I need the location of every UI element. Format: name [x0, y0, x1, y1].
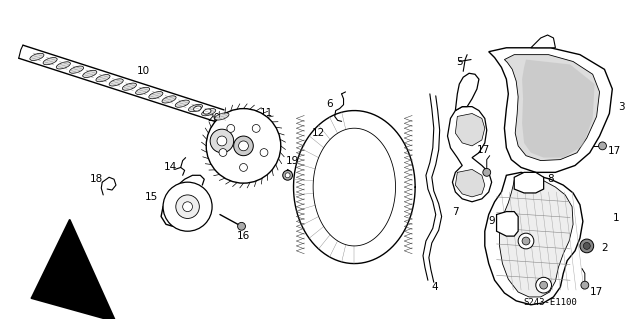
Text: 19: 19: [286, 156, 299, 166]
Text: 11: 11: [259, 108, 273, 118]
Text: 20: 20: [207, 113, 221, 123]
Text: 2: 2: [601, 243, 608, 253]
Circle shape: [580, 239, 594, 253]
Polygon shape: [313, 128, 396, 246]
Text: 18: 18: [90, 174, 103, 184]
Circle shape: [239, 141, 248, 151]
Text: S243-E1100: S243-E1100: [524, 298, 577, 307]
Ellipse shape: [136, 87, 150, 94]
Circle shape: [176, 195, 199, 219]
Circle shape: [182, 202, 193, 211]
Polygon shape: [514, 172, 543, 193]
Circle shape: [163, 182, 212, 231]
Ellipse shape: [109, 79, 124, 86]
Text: FR.: FR.: [60, 282, 81, 292]
Circle shape: [522, 237, 530, 245]
Polygon shape: [522, 60, 595, 158]
Text: 17: 17: [607, 146, 621, 156]
Circle shape: [581, 281, 589, 289]
Ellipse shape: [122, 83, 136, 90]
Text: 5: 5: [456, 56, 463, 66]
Ellipse shape: [83, 70, 97, 78]
Text: 8: 8: [547, 174, 554, 184]
Text: 1: 1: [613, 213, 620, 223]
Polygon shape: [489, 48, 612, 172]
Circle shape: [206, 108, 281, 183]
Circle shape: [219, 149, 227, 156]
Text: 17: 17: [477, 145, 490, 155]
Ellipse shape: [175, 100, 189, 107]
Circle shape: [584, 242, 590, 249]
Ellipse shape: [43, 57, 57, 65]
Ellipse shape: [193, 106, 201, 111]
Ellipse shape: [215, 113, 229, 120]
Circle shape: [536, 277, 552, 293]
Text: 15: 15: [145, 192, 158, 202]
Circle shape: [217, 136, 227, 146]
Ellipse shape: [204, 109, 211, 114]
Polygon shape: [456, 73, 479, 111]
Circle shape: [239, 164, 248, 171]
Text: 3: 3: [618, 102, 625, 112]
Circle shape: [227, 124, 235, 132]
Circle shape: [237, 222, 246, 230]
Ellipse shape: [202, 108, 216, 116]
Text: 12: 12: [312, 128, 324, 138]
Circle shape: [283, 170, 292, 180]
Circle shape: [483, 168, 491, 176]
Circle shape: [260, 149, 268, 156]
Text: 7: 7: [452, 207, 459, 217]
Text: 10: 10: [137, 66, 150, 76]
Ellipse shape: [188, 104, 202, 112]
Polygon shape: [531, 35, 556, 48]
Circle shape: [210, 129, 234, 153]
Ellipse shape: [162, 96, 176, 103]
Text: 16: 16: [237, 231, 250, 241]
Text: 17: 17: [590, 287, 604, 297]
Text: 4: 4: [431, 282, 438, 292]
Polygon shape: [484, 172, 583, 305]
Text: 6: 6: [326, 99, 333, 109]
Circle shape: [518, 233, 534, 249]
Text: 13: 13: [191, 216, 204, 226]
Polygon shape: [499, 177, 573, 297]
Circle shape: [540, 281, 548, 289]
Ellipse shape: [56, 62, 70, 69]
Ellipse shape: [148, 92, 163, 99]
Polygon shape: [456, 169, 484, 197]
Polygon shape: [497, 211, 518, 236]
Circle shape: [285, 173, 290, 178]
Polygon shape: [456, 114, 484, 146]
Polygon shape: [447, 107, 492, 202]
Text: 14: 14: [164, 162, 177, 173]
Polygon shape: [504, 55, 600, 160]
Ellipse shape: [70, 66, 84, 73]
Ellipse shape: [96, 75, 110, 82]
Circle shape: [234, 136, 253, 156]
Circle shape: [252, 124, 260, 132]
Ellipse shape: [30, 53, 44, 61]
Text: 9: 9: [488, 216, 495, 226]
Circle shape: [598, 142, 607, 150]
